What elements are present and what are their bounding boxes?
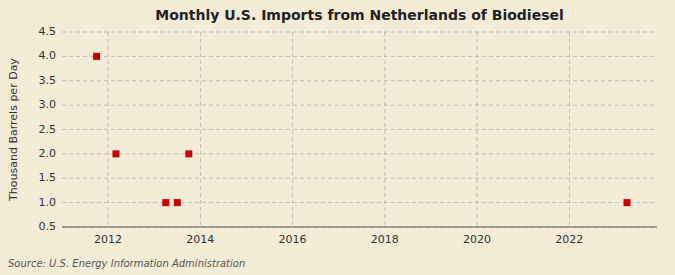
point [93,53,100,60]
grid-line-x [569,32,570,227]
y-tick-label: 3.5 [39,74,57,87]
chart: 0.5 1.0 1.5 2.0 2.5 3.0 3.5 4.0 4.5 2012 2014 2016 2… [0,0,675,275]
point [162,199,169,206]
y-tick-label: 4.0 [39,49,57,62]
grid-line-x [200,32,201,227]
y-tick-label: 3.0 [39,98,57,111]
grid-line-x [384,32,385,227]
background [0,0,675,275]
y-tick-label: 4.5 [39,25,57,38]
grid-line-y [62,80,657,81]
x-tick-label: 2020 [463,233,491,246]
grid-line-y [62,227,657,228]
x-axis-line [62,227,657,228]
x-tick-label: 2014 [186,233,214,246]
grid-line-x [292,32,293,227]
source-note: Source: U.S. Energy Information Administ… [8,258,245,269]
y-tick-label: 1.0 [39,196,57,209]
grid-line-y [62,202,657,203]
axes: 0.5 1.0 1.5 2.0 2.5 3.0 3.5 4.0 4.5 2012 2014 2016 2… [39,25,658,246]
x-tick-label: 2018 [371,233,399,246]
grid-line-y [62,129,657,130]
y-axis-label: Thousand Barrels per Day [7,58,20,202]
grid-line-y [62,105,657,106]
point [112,150,119,157]
x-tick-label: 2022 [555,233,583,246]
x-tick-label: 2016 [279,233,307,246]
point [185,150,192,157]
x-tick-label: 2012 [94,233,122,246]
grid-line-y [62,153,657,154]
grid-line-x [108,32,109,227]
grid [62,32,657,227]
grid-line-y [62,32,657,33]
y-tick-label: 2.0 [39,147,57,160]
point [624,199,631,206]
points [93,53,630,206]
y-tick-label: 0.5 [39,220,57,233]
grid-line-y [62,178,657,179]
grid-line-x [477,32,478,227]
title: Monthly U.S. Imports from Netherlands of… [155,7,564,23]
grid-line-y [62,56,657,57]
y-tick-label: 1.5 [39,171,57,184]
point [174,199,181,206]
y-tick-label: 2.5 [39,123,57,136]
